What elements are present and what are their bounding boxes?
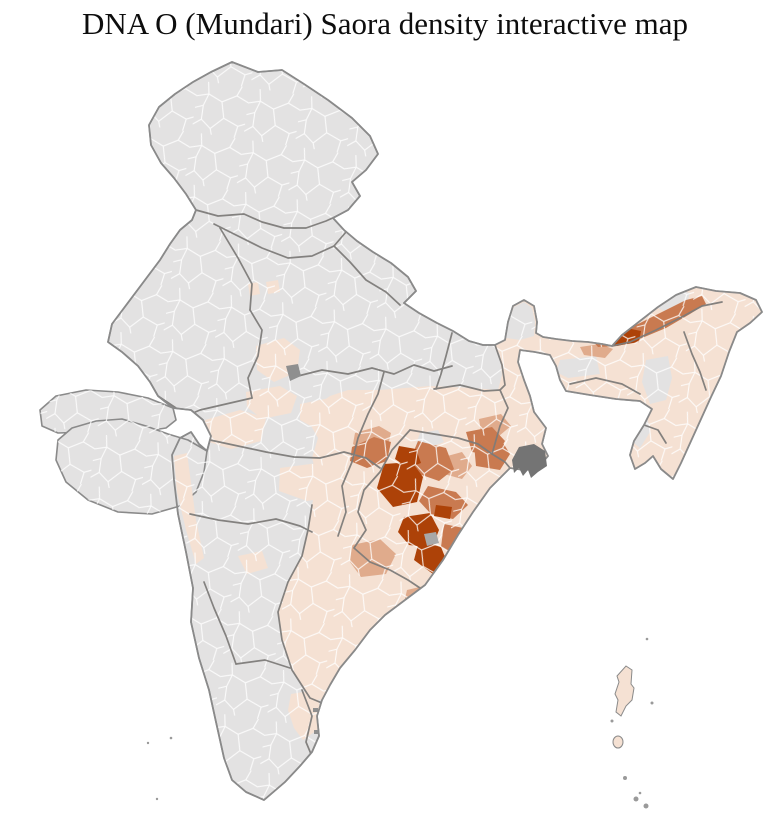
state-border [683,331,707,391]
nicobar-island[interactable] [643,803,649,809]
island-specks [146,637,654,809]
islands [146,637,654,809]
island-speck [610,719,614,723]
state-border [277,504,323,704]
state-border [337,371,385,537]
little-andaman-island[interactable] [612,735,624,749]
andaman-islands[interactable] [614,665,635,717]
urban-district-marker[interactable] [313,708,318,712]
state-border [643,424,667,444]
chilika-lake [424,532,439,546]
state-border [569,377,641,395]
urban-district-marker[interactable] [314,730,318,734]
state-border [353,429,421,589]
urban-district-marker[interactable] [286,364,301,381]
special-patches [286,364,547,734]
sundarbans-delta[interactable] [512,444,547,478]
state-border [297,364,453,377]
island-speck [650,701,654,705]
state-border [209,439,381,469]
state-border [235,659,291,669]
coastline [107,61,763,801]
nicobar-island[interactable] [633,796,639,802]
lakshadweep-island[interactable] [155,797,159,801]
state-border [491,389,509,455]
state-border [409,429,493,455]
nicobar-island[interactable] [623,776,627,780]
state-boundaries [157,209,723,789]
state-border [333,245,401,306]
state-border [433,384,501,392]
page-title: DNA O (Mundari) Saora density interactiv… [81,6,689,41]
state-border [189,513,313,533]
state-border [435,332,453,390]
state-border [611,301,723,347]
lakshadweep-island[interactable] [169,736,173,740]
island-speck [645,637,649,641]
state-border [247,309,263,399]
state-border [491,453,511,469]
coastline-outline [107,61,763,801]
nicobar-island[interactable] [638,791,642,795]
state-border [203,581,237,665]
state-border [219,227,253,311]
state-border [195,209,349,229]
district[interactable] [600,306,620,323]
lakshadweep-island[interactable] [146,741,150,745]
state-border [494,344,506,391]
